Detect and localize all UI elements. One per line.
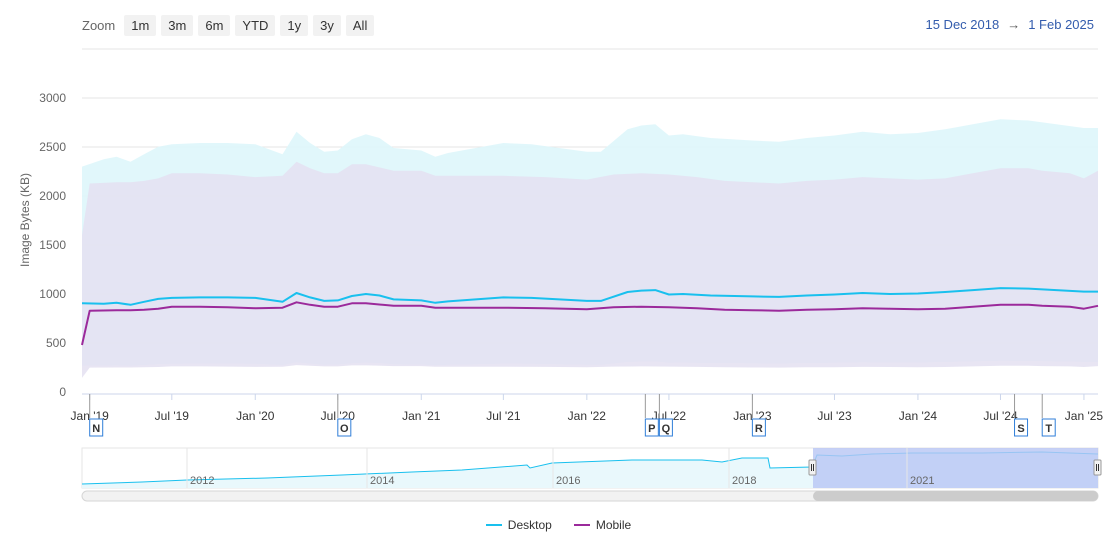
event-flag[interactable]: P [644, 394, 659, 437]
navigator-label: 2018 [732, 475, 756, 487]
zoom-3y-button[interactable]: 3y [313, 14, 341, 36]
event-flag[interactable]: R [751, 394, 766, 437]
event-flag[interactable]: Q [658, 394, 673, 437]
flag-label: N [92, 423, 100, 435]
navigator-handle[interactable] [1093, 459, 1102, 476]
legend-label-desktop: Desktop [507, 518, 552, 532]
range-arrow: → [1007, 17, 1021, 32]
y-tick-label: 2500 [39, 140, 66, 154]
chart-svg: 0 500 1000 1500 2000 2500 3000 Image Bytes (KB… [18, 48, 1104, 502]
flag-box [1041, 418, 1056, 437]
event-flag[interactable]: T [1041, 394, 1056, 437]
zoom-label: Zoom [82, 17, 116, 33]
legend-label-mobile: Mobile [595, 518, 632, 532]
y-tick-label: 1000 [39, 287, 66, 301]
zoom-ytd-button[interactable]: YTD [235, 14, 276, 36]
y-tick-label: 500 [46, 336, 66, 350]
x-tick-label: Jan '21 [402, 409, 441, 423]
scrollbar-thumb[interactable] [813, 491, 1098, 501]
y-tick-label: 1500 [39, 238, 66, 252]
scrollbar[interactable] [81, 490, 1099, 502]
navigator-handle-box [1093, 459, 1102, 476]
zoom-1y-button[interactable]: 1y [280, 14, 309, 36]
legend-item-desktop[interactable]: Desktop [485, 518, 552, 532]
flag-box [89, 418, 104, 437]
flag-box [1014, 418, 1029, 437]
navigator-handle[interactable] [808, 459, 817, 476]
navigator-label: 2021 [910, 475, 934, 487]
x-tick-label: Jan '20 [236, 409, 275, 423]
y-axis-label: Image Bytes (KB) [18, 173, 32, 267]
navigator-label: 2016 [556, 475, 580, 487]
legend-swatch-mobile [573, 524, 590, 526]
x-tick-label: Jul '23 [817, 409, 852, 423]
flag-label: S [1017, 423, 1024, 435]
flag-label: R [755, 423, 763, 435]
zoom-6m-button[interactable]: 6m [198, 14, 231, 36]
navigator[interactable]: 2012 2014 2016 2018 2021 [81, 447, 1102, 489]
y-tick-label: 0 [59, 385, 66, 399]
range-from[interactable]: 15 Dec 2018 [925, 17, 1000, 32]
flag-box [751, 418, 766, 437]
event-flag[interactable]: O [337, 394, 352, 437]
x-tick-label: Jan '24 [899, 409, 938, 423]
flag-box [337, 418, 352, 437]
navigator-label: 2012 [190, 475, 214, 487]
x-tick-label: Jan '25 [1065, 409, 1104, 423]
navigator-label: 2014 [370, 475, 394, 487]
y-tick-label: 2000 [39, 189, 66, 203]
distribution-bands [82, 119, 1098, 378]
flag-label: O [340, 423, 349, 435]
event-flag[interactable]: S [1014, 394, 1029, 437]
series-line-desktop [81, 287, 1098, 306]
series-lines [81, 287, 1099, 346]
navigator-selection [813, 448, 1098, 488]
flag-box [644, 418, 659, 437]
x-tick-label: Jan '22 [568, 409, 607, 423]
x-tick-label: Jul '21 [486, 409, 521, 423]
mobile-band [82, 161, 1098, 378]
flag-label: P [648, 423, 655, 435]
zoom-toolbar: Zoom 1m 3m 6m YTD 1y 3y All [82, 14, 375, 36]
series-line-mobile [81, 301, 1099, 346]
x-tick-label: Jul '24 [983, 409, 1018, 423]
x-tick-label: Jul '19 [155, 409, 190, 423]
y-tick-label: 3000 [39, 91, 66, 105]
legend-item-mobile[interactable]: Mobile [573, 518, 632, 532]
y-axis-ticks: 0 500 1000 1500 2000 2500 3000 [39, 91, 66, 399]
flag-box [658, 418, 673, 437]
event-flag[interactable]: N [89, 394, 104, 437]
flag-label: T [1045, 423, 1052, 435]
zoom-all-button[interactable]: All [345, 14, 375, 36]
date-range-display: 15 Dec 2018 → 1 Feb 2025 [925, 17, 1094, 32]
legend: Desktop Mobile [0, 518, 1117, 532]
legend-swatch-desktop [485, 524, 502, 526]
navigator-handle-box [808, 459, 817, 476]
range-to[interactable]: 1 Feb 2025 [1028, 17, 1094, 32]
x-axis: Jan '19 Jul '19 Jan '20 Jul '20 Jan '21 Jul '… [71, 393, 1104, 423]
flag-label: Q [662, 423, 671, 435]
zoom-1m-button[interactable]: 1m [124, 14, 157, 36]
zoom-3m-button[interactable]: 3m [161, 14, 194, 36]
